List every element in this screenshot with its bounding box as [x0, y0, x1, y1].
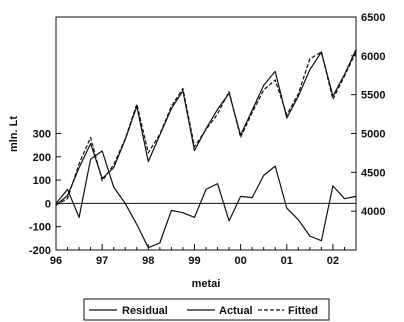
x-tick-label: 99	[188, 255, 200, 267]
series-group	[55, 49, 357, 249]
right-tick-label: 5000	[361, 129, 385, 141]
x-tick-label: 00	[234, 255, 246, 267]
legend-fitted-label: Fitted	[288, 305, 318, 317]
series-line-actual	[55, 49, 357, 206]
right-tick-label: 6500	[361, 12, 385, 24]
left-tick-label: 0	[45, 198, 51, 210]
legend-actual-label: Actual	[219, 305, 253, 317]
series-line-fitted	[55, 51, 357, 206]
x-tick-label: 97	[96, 255, 108, 267]
plot-frame	[55, 16, 357, 251]
ticks: 96 97 98 99 00 01 02 -200 -100 0 100 200 300 4000 4500…	[29, 12, 386, 267]
right-tick-label: 5500	[361, 90, 385, 102]
left-tick-label: 300	[33, 129, 51, 141]
right-tick-label: 4500	[361, 167, 385, 179]
x-tick-label: 01	[281, 255, 293, 267]
legend-residual-label: Residual	[122, 305, 168, 317]
series-line-residual	[55, 150, 357, 249]
right-tick-label: 4000	[361, 206, 385, 218]
y-axis-title: mln. Lt	[8, 116, 20, 152]
right-tick-label: 6000	[361, 51, 385, 63]
x-tick-label: 02	[327, 255, 339, 267]
x-tick-label: 96	[50, 255, 62, 267]
legend: Residual Actual Fitted	[83, 298, 330, 321]
left-tick-label: 200	[33, 152, 51, 164]
left-tick-label: 100	[33, 175, 51, 187]
x-axis-title: metai	[192, 278, 221, 290]
left-tick-label: -100	[29, 222, 51, 234]
x-tick-label: 98	[142, 255, 154, 267]
left-tick-label: -200	[29, 245, 51, 257]
